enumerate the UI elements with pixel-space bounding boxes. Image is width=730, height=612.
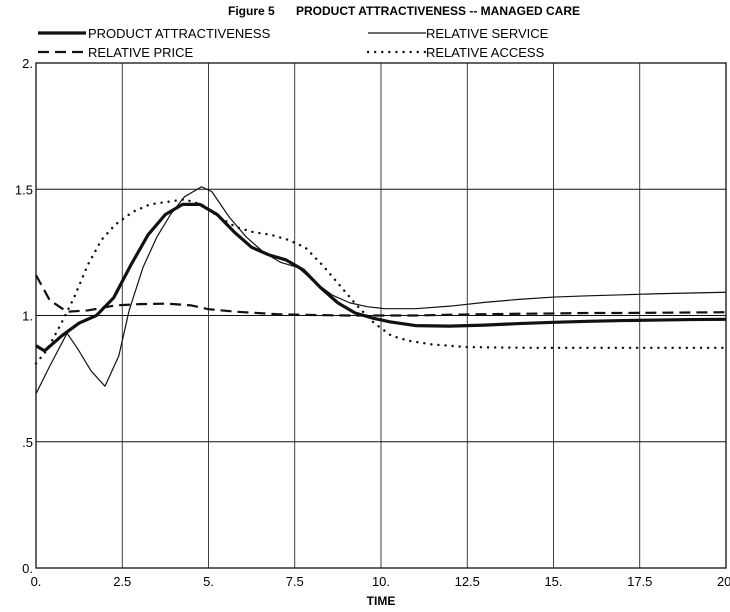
x-tick-label: 7.5 [286, 574, 304, 589]
legend-label-product-attractiveness: PRODUCT ATTRACTIVENESS [88, 26, 271, 41]
legend-label-relative-service: RELATIVE SERVICE [426, 26, 549, 41]
y-tick-label: 1.5 [15, 182, 33, 197]
x-tick-label: 20. [717, 574, 730, 589]
y-tick-label: .5 [22, 435, 33, 450]
series-line-relative-service [35, 186, 727, 395]
chart-title: PRODUCT ATTRACTIVENESS -- MANAGED CARE [296, 4, 580, 18]
x-tick-label: 12.5 [455, 574, 480, 589]
series-group [34, 186, 728, 395]
legend: PRODUCT ATTRACTIVENESS RELATIVE SERVICE … [38, 26, 549, 60]
legend-item-relative-price: RELATIVE PRICE [38, 45, 194, 60]
legend-label-relative-price: RELATIVE PRICE [88, 45, 194, 60]
y-tick-label: 0. [22, 561, 33, 576]
x-tick-label: 5. [203, 574, 214, 589]
plot-area [34, 62, 728, 569]
y-tick-labels: 0. .5 1. 1.5 2. [15, 56, 33, 576]
y-tick-label: 2. [22, 56, 33, 71]
x-axis-label: TIME [367, 594, 396, 608]
y-tick-label: 1. [22, 309, 33, 324]
x-tick-label: 2.5 [113, 574, 131, 589]
x-tick-label: 15. [544, 574, 562, 589]
x-tick-labels: 0. 2.5 5. 7.5 10. 12.5 15. 17.5 20. [31, 574, 730, 589]
series-line-product-attractiveness [35, 202, 727, 353]
legend-item-relative-access: RELATIVE ACCESS [366, 45, 545, 60]
chart-title-prefix: Figure 5 [228, 4, 275, 18]
series-line-relative-price [35, 274, 727, 317]
legend-item-relative-service: RELATIVE SERVICE [368, 26, 549, 41]
x-tick-label: 10. [372, 574, 390, 589]
legend-item-product-attractiveness: PRODUCT ATTRACTIVENESS [38, 26, 271, 41]
x-tick-label: 17.5 [627, 574, 652, 589]
x-tick-label: 0. [31, 574, 42, 589]
legend-label-relative-access: RELATIVE ACCESS [426, 45, 545, 60]
